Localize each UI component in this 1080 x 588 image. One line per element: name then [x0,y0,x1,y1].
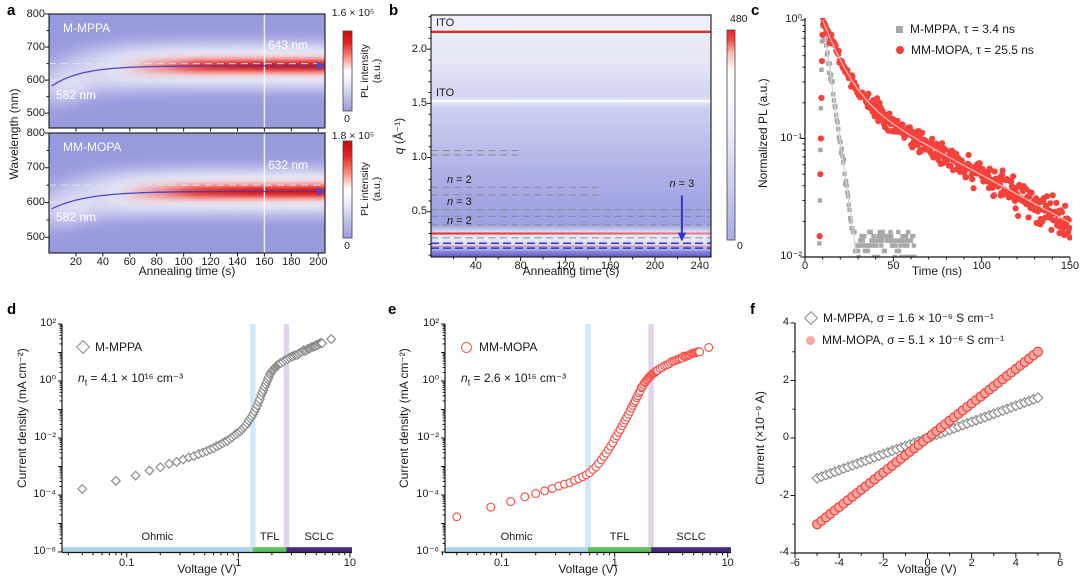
axis-ticks [441,323,729,558]
iv-loglog-plot [441,323,731,558]
iv-loglog-plot [58,323,352,558]
data-points-circle [811,346,1044,530]
pl-decay-plot [816,18,1072,257]
axis-ticks [800,19,1071,262]
axis-ticks [45,132,319,257]
data-points-circle [816,18,1072,241]
axis-ticks [45,13,319,132]
giwaxs-heatmap [431,15,711,257]
data-points [452,342,714,522]
axis-ticks [58,323,351,558]
heatmap-MM-MOPA [49,133,325,253]
axis-ticks [427,16,701,261]
data-points [77,333,337,495]
heatmap-M-MPPA [49,14,325,128]
axis-ticks [790,322,1061,558]
